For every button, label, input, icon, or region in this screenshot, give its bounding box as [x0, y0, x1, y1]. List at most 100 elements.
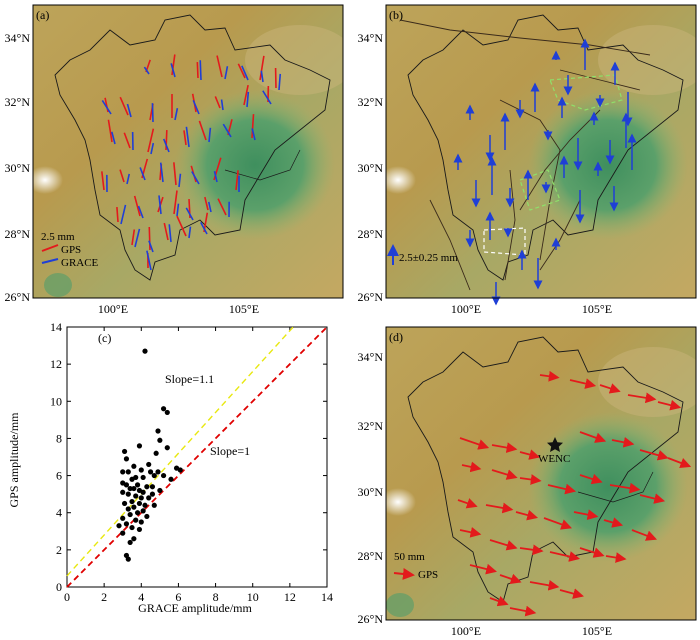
grace-vector: [178, 173, 182, 188]
grace-vector: [168, 224, 172, 243]
gps-vector: [107, 119, 113, 143]
scatter-point: [157, 487, 163, 494]
grace-vector: [170, 63, 176, 78]
scatter-point: [155, 428, 161, 434]
scatter-point: [127, 485, 133, 492]
scatter-point: [116, 523, 122, 529]
panel-b-ytick: 26°N: [358, 290, 384, 304]
gps-vector: [196, 62, 199, 79]
gps-vector: [259, 55, 265, 81]
gps-velocity-vector: [519, 544, 544, 556]
gps-velocity-vector: [489, 596, 509, 607]
scatter-point: [131, 536, 137, 542]
grace-vector: [101, 99, 112, 115]
scatter-point: [160, 472, 167, 479]
x-tick-label: 4: [138, 590, 144, 604]
gps-vector: [163, 222, 169, 241]
y-tick-label: 14: [50, 320, 62, 334]
grace-vector: [148, 240, 154, 253]
scatter-point: [129, 524, 135, 531]
panel-a-legend-grace-swatch: [41, 258, 59, 264]
grace-vector: [241, 65, 249, 81]
grace-vector: [199, 60, 202, 81]
gps-velocity-vector: [667, 457, 692, 469]
y-tick-label: 2: [56, 543, 62, 557]
panel-d: (d) 34°N 32°N 30°N 28°N 26°N 100°E 105°E…: [358, 326, 697, 638]
panel-d-ytick: 34°N: [358, 350, 384, 364]
scatter-point: [140, 489, 146, 495]
x-tick-label: 6: [175, 590, 181, 604]
grace-vector: [208, 127, 212, 143]
grace-vector: [174, 108, 179, 121]
panel-b-vectors: [453, 38, 637, 306]
grace-vector: [185, 126, 190, 148]
gps-vector: [176, 215, 187, 237]
grace-vector: [111, 131, 116, 145]
panel-d-xtick: 105°E: [582, 624, 612, 638]
scatter-point: [121, 448, 128, 455]
panel-d-xtick: 100°E: [451, 624, 481, 638]
scatter-point: [134, 510, 141, 516]
scatter-point: [140, 474, 146, 481]
x-tick-label: 12: [284, 590, 296, 604]
panel-b-xtick: 105°E: [582, 302, 612, 316]
y-tick-label: 12: [50, 357, 62, 371]
grace-vector: [207, 201, 212, 213]
slope-annotation-2: Slope=1: [210, 444, 250, 458]
scatter-point: [151, 502, 157, 508]
grace-vector: [220, 99, 224, 111]
scatter-point: [123, 482, 130, 488]
gps-vector: [171, 54, 176, 76]
scatter-point: [123, 521, 130, 527]
scatter-point: [144, 484, 150, 490]
gps-velocity-vector: [605, 552, 627, 563]
panel-b-dashed-regions: [519, 74, 623, 211]
gps-vector: [217, 198, 227, 216]
panel-d-ytick: 30°N: [358, 485, 384, 499]
scatter-point: [136, 443, 143, 449]
grace-vector: [192, 100, 200, 115]
station-star-icon: [547, 437, 563, 452]
panel-a-legend-grace: GRACE: [61, 257, 99, 269]
panel-d-legend-gps: GPS: [418, 569, 438, 581]
scatter-point: [125, 556, 131, 562]
gps-velocity-vector: [639, 493, 666, 504]
scatter-point: [125, 469, 131, 475]
scatter-point: [157, 437, 163, 443]
gps-velocity-vector: [579, 431, 607, 443]
scatter-point: [129, 476, 135, 482]
scatter-chart: 0 2 4 6 8 10 12 14 0 2 4 6 8 10 12 14: [50, 320, 333, 604]
panel-a-xtick: 100°E: [98, 302, 128, 316]
gps-velocity-vector: [599, 383, 621, 394]
grace-vector: [260, 70, 264, 83]
gps-velocity-vector: [491, 469, 518, 480]
scatter-point: [133, 493, 139, 499]
scatter-point: [140, 508, 146, 514]
gps-velocity-vector: [603, 517, 624, 528]
scatter-point: [127, 539, 133, 546]
gps-velocity-vector: [573, 509, 599, 520]
gps-vector: [131, 229, 136, 246]
scatter-point: [136, 500, 143, 507]
gps-velocity-vector: [519, 474, 542, 485]
panel-b-xtick: 100°E: [451, 302, 481, 316]
panel-b-ytick: 30°N: [358, 161, 384, 175]
gps-velocity-vector: [489, 539, 518, 551]
gps-velocity-vector: [529, 579, 560, 591]
x-tick-label: 0: [64, 590, 70, 604]
gps-vector: [147, 128, 155, 153]
scatter-point: [131, 485, 137, 492]
gps-velocity-vector: [611, 436, 635, 448]
scatter-point: [146, 495, 152, 501]
scatter-point: [133, 517, 139, 523]
grace-vector: [159, 162, 164, 183]
gps-vector: [235, 170, 239, 191]
panel-a-ytick: 28°N: [5, 227, 31, 241]
panel-a-legend-gps-swatch: [41, 244, 59, 252]
gps-vector: [119, 169, 125, 183]
panel-d-legend-arrow: [393, 567, 415, 580]
panel-d-legend-scale: 50 mm: [394, 551, 425, 563]
y-axis-label: GPS amplitude/mm: [7, 412, 21, 508]
slope-annotation-1: Slope=1.1: [165, 372, 214, 386]
panel-d-vectors: [457, 370, 692, 617]
